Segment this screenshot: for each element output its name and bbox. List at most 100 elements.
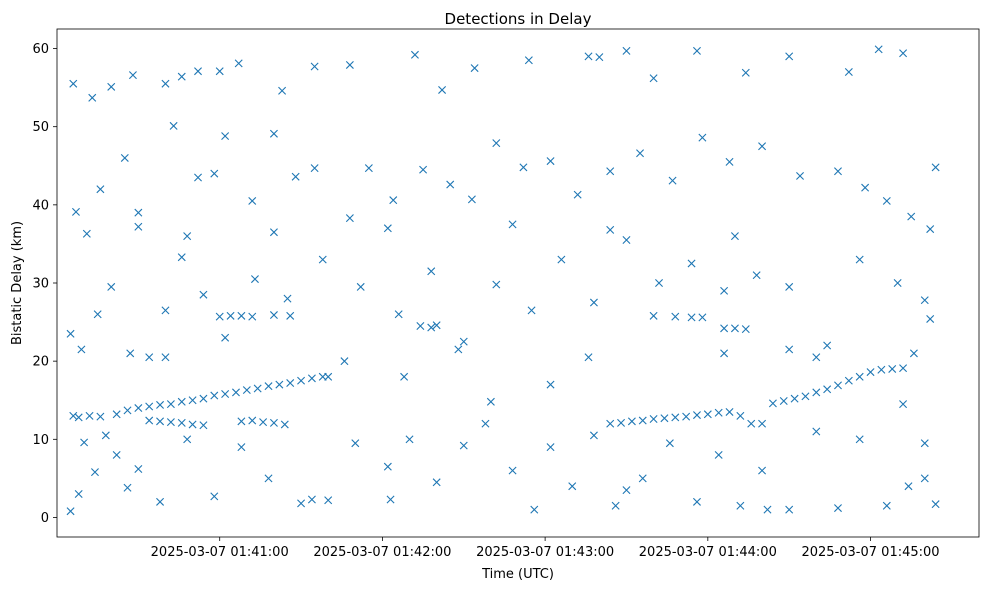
data-point	[660, 414, 669, 423]
data-point	[844, 67, 853, 76]
data-point	[134, 465, 143, 473]
data-point	[286, 379, 295, 388]
data-point	[177, 418, 186, 427]
data-point	[931, 500, 940, 509]
data-point	[340, 357, 349, 366]
data-point	[221, 333, 230, 342]
data-point	[278, 86, 287, 95]
data-point	[318, 255, 327, 264]
data-point	[386, 495, 395, 504]
data-point	[682, 412, 691, 421]
data-point	[725, 407, 734, 416]
data-point	[589, 431, 598, 440]
data-point	[622, 46, 631, 55]
data-point	[134, 222, 143, 231]
data-point	[253, 384, 262, 393]
data-point	[649, 74, 658, 83]
data-point	[248, 312, 257, 321]
data-point	[530, 505, 539, 514]
data-point	[926, 314, 935, 323]
data-point	[145, 416, 154, 425]
data-point	[210, 492, 219, 501]
data-point	[931, 163, 940, 172]
data-point	[855, 255, 864, 264]
data-point	[557, 255, 566, 264]
data-point	[454, 345, 463, 354]
data-point	[101, 431, 110, 440]
data-point	[432, 478, 441, 487]
data-point	[234, 59, 243, 68]
data-point	[416, 321, 425, 330]
data-point	[703, 410, 712, 419]
y-axis-label: Bistatic Delay (km)	[10, 221, 25, 345]
data-point	[250, 275, 259, 284]
data-point	[107, 282, 116, 291]
data-point	[904, 482, 913, 491]
y-tick-label: 30	[32, 277, 49, 292]
data-point	[264, 382, 273, 391]
data-point	[82, 229, 91, 238]
data-point	[215, 67, 224, 76]
data-point	[237, 417, 246, 426]
data-point	[899, 364, 908, 373]
data-point	[351, 439, 360, 448]
data-point	[459, 337, 468, 346]
data-point	[527, 306, 536, 315]
data-point	[668, 176, 677, 185]
data-point	[286, 311, 295, 320]
data-point	[210, 169, 219, 178]
data-point	[812, 388, 821, 397]
data-point	[844, 376, 853, 385]
data-point	[427, 323, 436, 332]
data-point	[687, 313, 696, 322]
data-point	[161, 353, 170, 362]
data-point	[237, 443, 246, 452]
data-point	[692, 46, 701, 55]
data-point	[199, 421, 208, 430]
data-point	[226, 311, 235, 320]
data-point	[66, 507, 75, 516]
data-point	[920, 296, 929, 305]
data-point	[519, 163, 528, 172]
data-point	[280, 420, 289, 429]
data-point	[546, 380, 555, 389]
data-point	[248, 196, 257, 205]
data-point	[649, 414, 658, 423]
y-tick-label: 10	[32, 433, 49, 448]
data-point	[324, 496, 333, 505]
data-points	[66, 45, 940, 516]
data-point	[307, 374, 316, 383]
data-point	[345, 214, 354, 223]
data-point	[481, 419, 490, 428]
data-point	[74, 413, 83, 422]
data-point	[128, 71, 137, 80]
data-point	[622, 236, 631, 245]
data-point	[508, 220, 517, 229]
data-point	[269, 129, 278, 138]
data-point	[432, 321, 441, 330]
data-point	[524, 56, 533, 65]
data-point	[741, 68, 750, 77]
data-point	[438, 85, 447, 94]
data-point	[687, 259, 696, 268]
data-point	[747, 419, 756, 428]
data-point	[584, 353, 593, 362]
data-point	[568, 482, 577, 491]
data-point	[194, 67, 203, 76]
data-point	[221, 389, 230, 398]
data-point	[655, 279, 664, 287]
data-point	[698, 313, 707, 322]
data-point	[134, 404, 143, 413]
data-point	[410, 50, 419, 59]
data-point	[899, 49, 908, 58]
data-point	[242, 386, 251, 395]
data-point	[812, 427, 821, 436]
data-point	[93, 310, 102, 319]
data-point	[112, 410, 121, 419]
data-point	[692, 411, 701, 420]
data-point	[823, 341, 832, 350]
plot-frame	[56, 28, 980, 538]
data-point	[730, 232, 739, 241]
data-point	[785, 52, 794, 61]
data-point	[177, 72, 186, 81]
